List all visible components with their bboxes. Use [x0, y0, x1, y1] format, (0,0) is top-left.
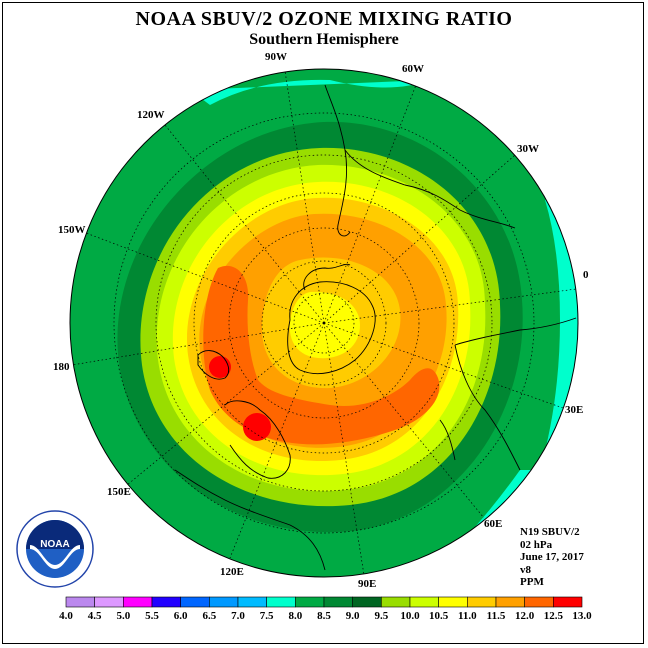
lon-label-90e: 90E [358, 578, 376, 590]
colorbar-tick-label: 10.5 [429, 610, 449, 622]
lon-label-150w: 150W [58, 224, 86, 236]
longitude-labels: 0 30W 60W 90W 120W 150W 180 150E 120E 90… [53, 51, 589, 590]
latitude-gridlines [113, 112, 535, 534]
africa-south-coast [454, 317, 577, 346]
ozone-max-165e [209, 356, 231, 378]
lon-label-30e: 30E [565, 404, 583, 416]
australia-north-coast [174, 469, 326, 571]
colorbar-tick-label: 9.5 [374, 610, 388, 622]
colorbar-swatch [352, 596, 382, 608]
colorbar-tick-label: 7.0 [231, 610, 245, 622]
south-america-west-coast [324, 84, 351, 237]
lon-label-180: 180 [53, 361, 70, 373]
colorbar-swatch [524, 596, 554, 608]
colorbar-tick-label: 7.5 [260, 610, 274, 622]
latitude-circle-60s [228, 227, 420, 419]
colorbar-swatch [123, 596, 153, 608]
lon-label-60e: 60E [484, 518, 502, 530]
info-date: June 17, 2017 [520, 551, 584, 563]
lon-label-90w: 90W [265, 51, 287, 63]
info-version: v8 [520, 563, 531, 576]
info-satellite: N19 SBUV/2 [520, 526, 580, 538]
lon-label-60w: 60W [402, 63, 424, 75]
contour-center-yellow [289, 291, 360, 359]
coastlines [174, 84, 577, 571]
lon-label-120w: 120W [137, 109, 165, 121]
colorbar-swatch [94, 596, 124, 608]
meridian-90e [323, 322, 365, 576]
colorbar-swatch [323, 596, 353, 608]
madagascar-coast [439, 419, 456, 461]
logo-gull [30, 545, 80, 569]
lon-label-150e: 150E [107, 486, 131, 498]
lon-label-120e: 120E [220, 566, 244, 578]
page-subtitle: Southern Hemisphere [249, 31, 399, 48]
latitude-circle-30s [113, 112, 535, 534]
colorbar-tick-label: 10.0 [400, 610, 420, 622]
antarctic-peninsula [303, 263, 351, 291]
colorbar-swatch [467, 596, 497, 608]
colorbar-swatch [409, 596, 439, 608]
meridian-150e [126, 322, 325, 486]
antarctica-coast [287, 281, 376, 374]
latitude-circle-50s [193, 192, 455, 454]
colorbar-swatch [295, 596, 325, 608]
colorbar-tick-label: 6.5 [202, 610, 216, 622]
new-zealand-coast [197, 350, 230, 380]
colorbar: 4.0 4.5 5.0 5.5 6.0 6.5 7.0 7.5 8.0 8.5 9.0 9.5 10.0… [59, 596, 592, 622]
contour-small-blob [397, 269, 411, 281]
contour-field [70, 69, 578, 577]
colorbar-swatch [438, 596, 468, 608]
colorbar-tick-label: 13.0 [572, 610, 592, 622]
meridian-60w [323, 84, 417, 324]
colorbar-tick-label: 4.0 [59, 610, 73, 622]
latitude-circle-70s [261, 260, 387, 386]
colorbar-tick-label: 11.0 [458, 610, 477, 622]
ozone-max-140e [243, 413, 271, 441]
colorbar-tick-label: 8.0 [288, 610, 302, 622]
meridian-90w [284, 70, 325, 324]
colorbar-swatch [209, 596, 239, 608]
contour-cyan-east [540, 180, 578, 470]
info-units: PPM [520, 576, 544, 588]
noaa-logo: NOAA [16, 510, 94, 588]
latitude-circle-40s [155, 154, 493, 492]
colorbar-swatch [65, 596, 95, 608]
colorbar-tick-label: 12.0 [515, 610, 535, 622]
info-level: 02 hPa [520, 538, 553, 551]
australia-south-coast [224, 400, 291, 479]
meridian-gridlines [71, 70, 577, 576]
logo-text: NOAA [40, 539, 69, 550]
colorbar-tick-label: 12.5 [544, 610, 564, 622]
map-boundary [69, 68, 579, 578]
south-america-east-coast [344, 149, 516, 229]
meridian-180 [71, 322, 325, 366]
logo-sky [26, 520, 84, 549]
colorbar-tick-label: 5.0 [116, 610, 130, 622]
colorbar-tick-label: 5.5 [145, 610, 159, 622]
colorbar-tick-label: 6.0 [174, 610, 188, 622]
info-block: N19 SBUV/2 02 hPa June 17, 2017 v8 PPM [520, 526, 584, 589]
colorbar-tick-label: 11.5 [487, 610, 506, 622]
colorbar-tick-label: 4.5 [88, 610, 102, 622]
page-title: NOAA SBUV/2 OZONE MIXING RATIO [135, 8, 513, 30]
colorbar-swatch [180, 596, 210, 608]
africa-east-coast [454, 344, 521, 471]
colorbar-swatch [381, 596, 411, 608]
colorbar-swatch [266, 596, 296, 608]
colorbar-swatch [237, 596, 267, 608]
colorbar-swatch [151, 596, 181, 608]
contour-cyan-north [190, 79, 430, 105]
colorbar-swatch [495, 596, 525, 608]
latitude-circle-80s [293, 292, 355, 354]
colorbar-swatch [553, 596, 583, 608]
colorbar-tick-label: 9.0 [346, 610, 360, 622]
meridian-150w [85, 232, 325, 324]
colorbar-tick-label: 8.5 [317, 610, 331, 622]
lon-label-0: 0 [583, 269, 589, 281]
lon-label-30w: 30W [517, 143, 539, 155]
